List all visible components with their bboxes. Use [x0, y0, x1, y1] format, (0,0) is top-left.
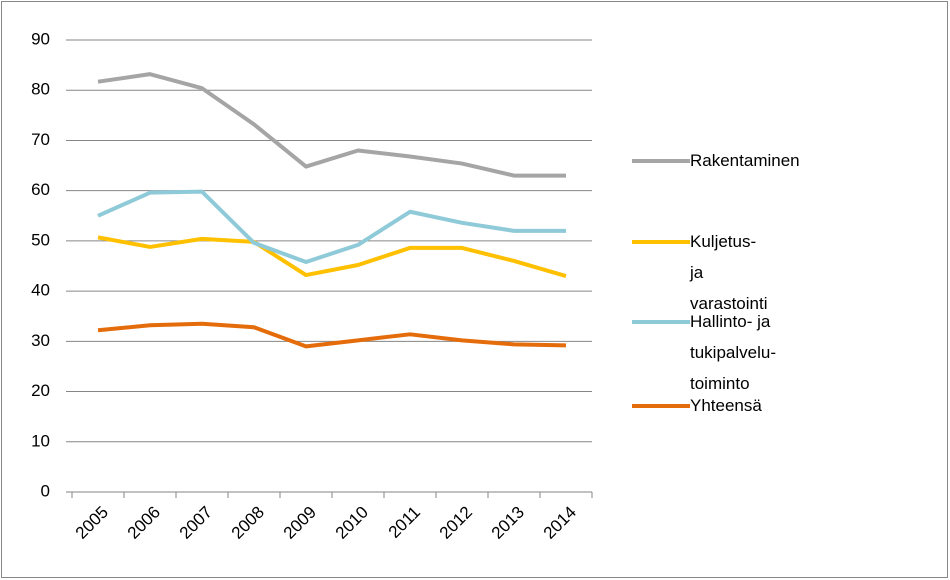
y-tick-label: 20	[31, 381, 50, 400]
legend-label: Yhteensä	[690, 396, 762, 415]
y-tick-label: 90	[31, 29, 50, 48]
legend-swatch	[632, 320, 690, 324]
y-tick-label: 50	[31, 230, 50, 249]
y-tick-label: 0	[41, 481, 50, 500]
x-tick-label: 2008	[228, 503, 268, 543]
x-tick-label: 2011	[385, 503, 424, 542]
legend-item: Rakentaminen	[632, 145, 800, 176]
y-tick-label: 60	[31, 180, 50, 199]
legend-item: Kuljetus- ja varastointi	[632, 226, 767, 319]
legend-item: Yhteensä	[632, 390, 762, 421]
y-tick-label: 70	[31, 130, 50, 149]
legend-item: Hallinto- ja tukipalvelu- toiminto	[632, 306, 776, 399]
legend-label: Kuljetus- ja varastointi	[690, 232, 768, 313]
series-line	[97, 235, 567, 278]
series-line	[97, 72, 566, 178]
legend-label: Rakentaminen	[690, 151, 800, 170]
y-tick-label: 10	[31, 431, 50, 450]
x-tick-label: 2006	[124, 503, 164, 543]
y-tick-label: 40	[31, 281, 50, 300]
x-tick-label: 2007	[176, 503, 216, 543]
x-tick-label: 2012	[436, 503, 476, 543]
x-tick-label: 2005	[72, 503, 112, 543]
y-tick-label: 80	[31, 80, 50, 99]
x-tick-label: 2010	[332, 503, 372, 543]
legend-swatch	[632, 404, 690, 408]
y-tick-label: 30	[31, 331, 50, 350]
legend-label: Hallinto- ja tukipalvelu- toiminto	[690, 312, 776, 393]
x-tick-label: 2013	[488, 503, 528, 543]
x-tick-label: 2009	[280, 503, 320, 543]
series-line	[97, 321, 567, 349]
legend-swatch	[632, 159, 690, 163]
x-tick-label: 2014	[540, 503, 580, 543]
legend-swatch	[632, 240, 690, 244]
series-line	[97, 189, 566, 264]
